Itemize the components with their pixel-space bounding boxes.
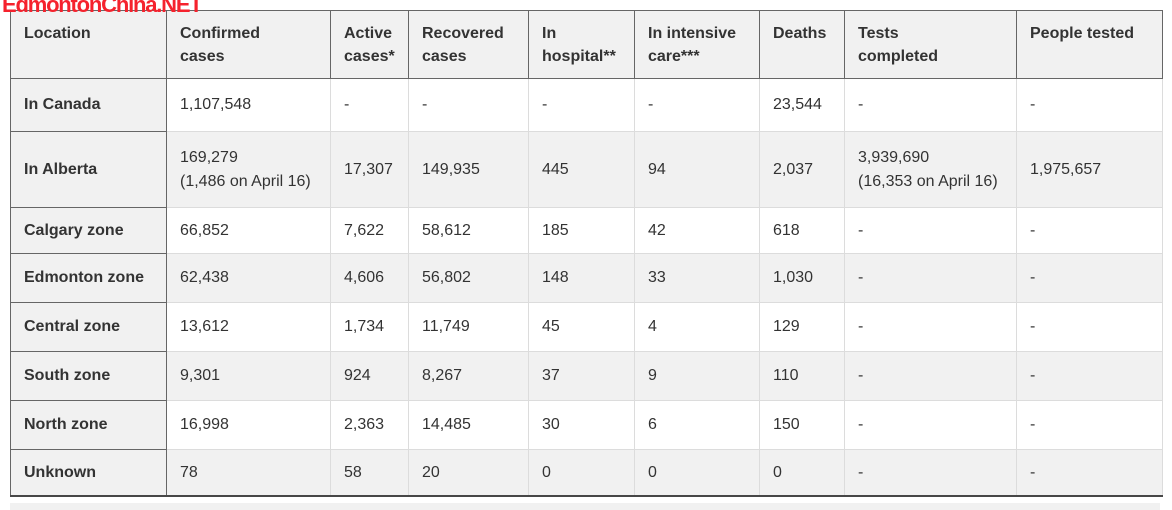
table-row: South zone 9,301 924 8,267 37 9 110- - <box>10 351 1163 401</box>
data-cell: - <box>1016 302 1163 352</box>
data-cell: - <box>844 253 1017 303</box>
table-body: In Canada 1,107,548- - - -23,544- - In Alberta… <box>10 78 1163 497</box>
row-header: In Alberta <box>10 131 167 208</box>
data-cell: 924 <box>330 351 409 401</box>
next-section-strip <box>10 503 1160 510</box>
row-header: North zone <box>10 400 167 450</box>
data-cell: 33 <box>634 253 760 303</box>
data-cell: 445 <box>528 131 635 208</box>
data-cell: 4 <box>634 302 760 352</box>
data-cell: 7,622 <box>330 207 409 254</box>
data-cell: 13,612 <box>166 302 331 352</box>
data-cell: 14,485 <box>408 400 529 450</box>
column-header-1: Confirmed cases <box>166 10 331 79</box>
data-cell: - <box>844 449 1017 497</box>
data-cell: 2,363 <box>330 400 409 450</box>
column-header-2: Active cases* <box>330 10 409 79</box>
data-cell: 20 <box>408 449 529 497</box>
table-row: Calgary zone 66,852 7,622 58,612 185 42 618- - <box>10 207 1163 254</box>
data-cell: 0 <box>528 449 635 497</box>
row-header: Central zone <box>10 302 167 352</box>
data-cell: - <box>330 78 409 132</box>
data-cell: 11,749 <box>408 302 529 352</box>
data-cell: - <box>1016 400 1163 450</box>
column-header-7: Tests completed <box>844 10 1017 79</box>
row-header: Unknown <box>10 449 167 497</box>
table-row: North zone 16,998 2,363 14,485 30 6 150- - <box>10 400 1163 450</box>
data-cell: 129 <box>759 302 845 352</box>
data-cell: 148 <box>528 253 635 303</box>
data-cell: - <box>844 302 1017 352</box>
data-cell: - <box>844 78 1017 132</box>
data-cell: 66,852 <box>166 207 331 254</box>
column-header-0: Location <box>10 10 167 79</box>
data-cell: 94 <box>634 131 760 208</box>
data-cell: 185 <box>528 207 635 254</box>
data-cell: 16,998 <box>166 400 331 450</box>
column-header-8: People tested <box>1016 10 1163 79</box>
data-cell: 1,975,657 <box>1016 131 1163 208</box>
data-cell: 37 <box>528 351 635 401</box>
data-cell: 58,612 <box>408 207 529 254</box>
column-header-6: Deaths <box>759 10 845 79</box>
data-cell: 0 <box>759 449 845 497</box>
data-cell: 56,802 <box>408 253 529 303</box>
table-row: Edmonton zone 62,438 4,606 56,802 148 33 1,030… <box>10 253 1163 303</box>
data-cell: 9 <box>634 351 760 401</box>
data-cell: 30 <box>528 400 635 450</box>
data-cell: 8,267 <box>408 351 529 401</box>
data-cell: 2,037 <box>759 131 845 208</box>
data-cell: - <box>528 78 635 132</box>
data-cell: 23,544 <box>759 78 845 132</box>
data-cell: 17,307 <box>330 131 409 208</box>
data-cell: - <box>1016 351 1163 401</box>
data-cell: 9,301 <box>166 351 331 401</box>
table-row: In Alberta 169,279 (1,486 on April 16) 17,… <box>10 131 1163 208</box>
data-cell: 58 <box>330 449 409 497</box>
data-cell: 62,438 <box>166 253 331 303</box>
row-header: South zone <box>10 351 167 401</box>
column-header-3: Recovered cases <box>408 10 529 79</box>
data-cell: 42 <box>634 207 760 254</box>
data-cell: 0 <box>634 449 760 497</box>
data-cell: 618 <box>759 207 845 254</box>
data-cell: 169,279 (1,486 on April 16) <box>166 131 331 208</box>
data-cell: 150 <box>759 400 845 450</box>
data-cell: - <box>408 78 529 132</box>
data-cell: - <box>1016 449 1163 497</box>
table-row: Unknown 78 58 20 0 0 0- - <box>10 449 1163 497</box>
header-row: Location Confirmed cases Active cases* Reco… <box>10 10 1163 79</box>
data-cell: 1,107,548 <box>166 78 331 132</box>
data-cell: - <box>1016 253 1163 303</box>
data-cell: 6 <box>634 400 760 450</box>
row-header: Edmonton zone <box>10 253 167 303</box>
data-cell: 3,939,690 (16,353 on April 16) <box>844 131 1017 208</box>
data-cell: 4,606 <box>330 253 409 303</box>
row-header: In Canada <box>10 78 167 132</box>
data-cell: - <box>844 400 1017 450</box>
covid-stats-table: Location Confirmed cases Active cases* Reco… <box>10 10 1163 497</box>
data-cell: - <box>634 78 760 132</box>
data-cell: - <box>1016 78 1163 132</box>
data-cell: 110 <box>759 351 845 401</box>
row-header: Calgary zone <box>10 207 167 254</box>
data-cell: - <box>844 207 1017 254</box>
table-row: In Canada 1,107,548- - - -23,544- - <box>10 78 1163 132</box>
column-header-5: In intensive care*** <box>634 10 760 79</box>
watermark-text: EdmontonChina.NET <box>2 0 203 17</box>
data-cell: 78 <box>166 449 331 497</box>
table-row: Central zone 13,612 1,734 11,749 45 4 129- - <box>10 302 1163 352</box>
data-cell: 1,030 <box>759 253 845 303</box>
column-header-4: In hospital** <box>528 10 635 79</box>
data-cell: 149,935 <box>408 131 529 208</box>
data-cell: 1,734 <box>330 302 409 352</box>
data-cell: 45 <box>528 302 635 352</box>
data-cell: - <box>844 351 1017 401</box>
data-cell: - <box>1016 207 1163 254</box>
